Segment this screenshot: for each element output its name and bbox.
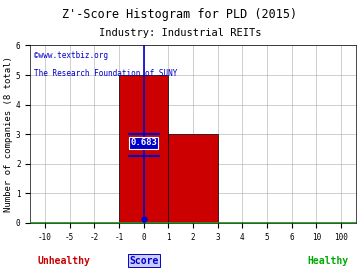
Text: ©www.textbiz.org: ©www.textbiz.org [33, 51, 108, 60]
Y-axis label: Number of companies (8 total): Number of companies (8 total) [4, 56, 13, 212]
Text: Z'-Score Histogram for PLD (2015): Z'-Score Histogram for PLD (2015) [62, 8, 298, 21]
Bar [168, 134, 218, 223]
Text: Unhealthy: Unhealthy [37, 256, 90, 266]
Text: Score: Score [129, 256, 158, 266]
Text: 0.683: 0.683 [130, 138, 157, 147]
Text: The Research Foundation of SUNY: The Research Foundation of SUNY [33, 69, 177, 77]
Text: Healthy: Healthy [307, 256, 348, 266]
Text: Industry: Industrial REITs: Industry: Industrial REITs [99, 28, 261, 38]
Bar [119, 75, 168, 223]
